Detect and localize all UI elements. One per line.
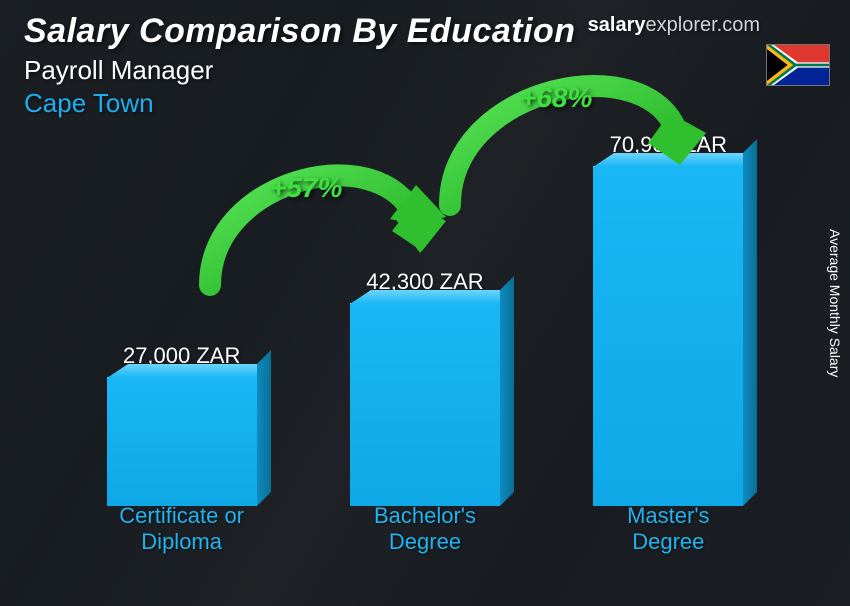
brand-watermark: salaryexplorer.com [588, 14, 760, 37]
x-axis-category: Master's Degree [568, 503, 768, 554]
x-axis-category: Bachelor's Degree [325, 503, 525, 554]
chart-area: 27,000 ZAR 42,300 ZAR 70,900 ZAR Certifi… [60, 140, 790, 546]
bar [350, 303, 500, 506]
x-label-line: Bachelor's [374, 503, 476, 528]
y-axis-label: Average Monthly Salary [827, 229, 843, 377]
percent-increase-label: +68% [520, 82, 592, 114]
percent-increase-label: +57% [270, 172, 342, 204]
x-label-line: Degree [389, 529, 461, 554]
bar [593, 166, 743, 506]
x-label-line: Master's [627, 503, 709, 528]
x-axis-category: Certificate or Diploma [82, 503, 282, 554]
bar-container: 27,000 ZAR 42,300 ZAR 70,900 ZAR [60, 140, 790, 506]
chart-subtitle-location: Cape Town [24, 88, 576, 119]
y-axis-label-wrap: Average Monthly Salary [820, 0, 850, 606]
chart-title: Salary Comparison By Education [24, 12, 576, 51]
chart-subtitle-job: Payroll Manager [24, 55, 576, 86]
title-block: Salary Comparison By Education Payroll M… [24, 12, 576, 119]
bar-group: 27,000 ZAR [82, 343, 282, 506]
infographic-stage: Salary Comparison By Education Payroll M… [0, 0, 850, 606]
bar [107, 377, 257, 506]
brand-part-2: explorer [646, 14, 717, 36]
brand-part-1: salary [588, 14, 646, 36]
x-axis-labels: Certificate or Diploma Bachelor's Degree… [60, 503, 790, 554]
x-label-line: Certificate or [119, 503, 244, 528]
x-label-line: Diploma [141, 529, 222, 554]
x-label-line: Degree [632, 529, 704, 554]
bar-group: 42,300 ZAR [325, 269, 525, 506]
bar-group: 70,900 ZAR [568, 132, 768, 506]
brand-part-3: .com [717, 14, 760, 36]
